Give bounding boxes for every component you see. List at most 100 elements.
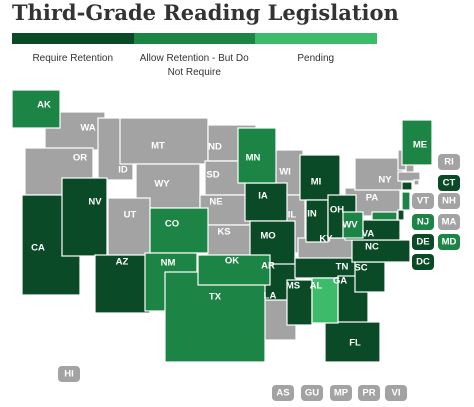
state-label: IN	[307, 209, 317, 220]
state-label: GU	[305, 388, 319, 399]
state-label: PR	[362, 388, 375, 399]
state-label: MP	[334, 388, 349, 399]
state-label: OR	[73, 153, 87, 164]
state-label-box	[385, 385, 407, 401]
state-label: OH	[330, 205, 344, 216]
state-label: TX	[209, 292, 222, 303]
legend-swatch	[133, 33, 255, 44]
state-label: NE	[209, 197, 222, 208]
state-label-box	[272, 385, 294, 401]
state-label-box	[412, 193, 434, 209]
legend-label: Allow Retention - But Do Not Require	[139, 53, 249, 78]
state-label: MA	[442, 217, 457, 228]
state-label: TN	[336, 262, 349, 273]
state-label: DC	[416, 257, 430, 268]
state-label: MI	[311, 177, 322, 188]
state-shape	[401, 119, 433, 166]
state-label: AL	[310, 281, 323, 292]
state-label-box	[438, 214, 460, 230]
state-label: MO	[260, 231, 275, 242]
state-label: FL	[349, 338, 361, 349]
state-label: NJ	[417, 217, 429, 228]
state-label: WV	[342, 220, 358, 231]
state-label: AS	[276, 388, 289, 399]
state-shape	[244, 182, 288, 222]
state-shape	[371, 211, 398, 221]
legend-label: Pending	[297, 53, 335, 64]
state-label-box	[58, 366, 80, 382]
state-label-box	[330, 385, 352, 401]
state-label: HI	[64, 369, 74, 380]
state-label: MT	[151, 141, 165, 152]
state-shape	[324, 321, 381, 363]
state-label-box	[438, 175, 460, 191]
state-label-box	[412, 254, 434, 270]
state-label: CA	[31, 243, 45, 254]
state-shape	[401, 191, 411, 211]
state-label-box	[438, 154, 460, 170]
state-label-box	[412, 214, 434, 230]
state-label: MD	[442, 237, 457, 248]
state-shape	[164, 271, 266, 363]
state-label: NY	[378, 175, 392, 186]
state-label: VI	[392, 388, 401, 399]
state-label-box	[358, 385, 380, 401]
state-label-box	[438, 193, 460, 209]
state-label-box	[412, 234, 434, 250]
state-label: RI	[444, 157, 454, 168]
state-label-box	[301, 385, 323, 401]
state-label: CO	[165, 219, 179, 230]
state-shape	[237, 127, 277, 184]
state-shape	[11, 89, 61, 129]
state-shape	[413, 179, 420, 186]
state-label: NM	[161, 258, 176, 269]
state-label: NC	[365, 242, 379, 253]
state-label: NH	[442, 196, 456, 207]
state-label: SC	[354, 263, 367, 274]
state-shape	[61, 177, 108, 257]
legend-label: Require Retention	[32, 53, 114, 64]
state-shape	[342, 211, 364, 239]
state-shape	[397, 209, 405, 221]
state-label: AK	[37, 100, 51, 111]
state-label: KY	[319, 234, 333, 245]
state-label: NV	[88, 197, 102, 208]
state-label: IL	[288, 210, 297, 221]
state-label: GA	[333, 276, 347, 287]
state-label: ID	[118, 165, 128, 176]
state-label: UT	[124, 210, 137, 221]
state-shape	[351, 239, 411, 263]
state-label: WY	[154, 179, 170, 190]
state-label: WI	[279, 167, 291, 178]
state-shape	[311, 277, 339, 324]
state-label: LA	[264, 291, 277, 302]
legend-swatch	[12, 33, 134, 44]
state-label: AR	[261, 261, 275, 272]
state-shape	[286, 279, 313, 326]
state-label: SD	[206, 170, 219, 181]
legend-swatch	[255, 33, 377, 44]
state-label: PA	[366, 193, 379, 204]
state-shape	[149, 207, 209, 254]
state-shape	[401, 181, 413, 191]
state-label: OK	[225, 256, 239, 267]
state-label: MS	[286, 281, 300, 292]
state-label: DE	[416, 237, 429, 248]
state-shape	[299, 154, 341, 201]
state-label: KS	[217, 227, 230, 238]
state-label: ME	[413, 140, 427, 151]
state-shape	[397, 171, 421, 182]
state-label: IA	[258, 191, 268, 202]
state-shape	[107, 197, 151, 257]
state-label: MN	[246, 153, 261, 164]
state-label-box	[438, 234, 460, 250]
title: Third-Grade Reading Legislation	[12, 0, 399, 25]
state-shape	[354, 261, 386, 293]
state-label: VT	[417, 196, 429, 207]
state-shape	[197, 254, 271, 286]
state-label: CT	[443, 178, 456, 189]
state-label: VA	[362, 229, 375, 240]
state-shape	[354, 157, 404, 191]
